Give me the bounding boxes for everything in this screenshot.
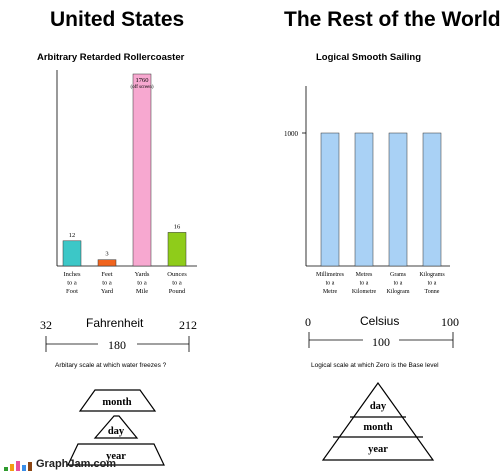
bar-1 — [320, 132, 340, 267]
right-y-tick-label: 1000 — [284, 130, 299, 138]
bar-2-value: 3 — [105, 251, 108, 258]
bar-3-value: 1760 — [136, 77, 149, 84]
category-label-3-line-1: Grams — [390, 272, 407, 278]
bar-3 — [132, 73, 152, 267]
bar-4-value: 16 — [174, 223, 181, 230]
category-label-1-line-2: to a — [326, 281, 335, 287]
right-chart-title: Logical Smooth Sailing — [316, 52, 422, 63]
left-heading: United States — [50, 8, 185, 31]
category-label-2-line-1: Feet — [101, 271, 112, 278]
pyramid-outline — [321, 381, 435, 461]
fahrenheit-caption: Arbitary scale at which water freezes ? — [55, 362, 167, 369]
pyramid-block-middle — [93, 415, 139, 439]
category-label-3-line-2: to a — [394, 281, 403, 287]
category-label-4-line-1: Kilograms — [419, 272, 445, 278]
us-date-pyramid: month day year — [67, 389, 165, 466]
site-credit: GraphJam.com — [36, 458, 117, 470]
celsius-range-bracket — [308, 332, 454, 348]
category-label-3-line-3: Kilogram — [387, 289, 410, 295]
pyramid-word-1: day — [370, 401, 387, 412]
pyramid-word-3: year — [106, 451, 126, 462]
celsius-low: 0 — [305, 315, 311, 329]
pyramid-block-top — [78, 389, 157, 412]
world-date-pyramid: day month year — [321, 381, 435, 461]
category-label-2-line-3: Yard — [101, 288, 114, 295]
category-label-2-line-1: Metres — [356, 272, 373, 278]
category-label-4-line-2: to a — [428, 281, 437, 287]
category-label-4-line-1: Ounces — [167, 271, 187, 278]
bar-2 — [97, 259, 117, 267]
fahrenheit-range: 180 — [108, 338, 126, 352]
pyramid-block-bottom — [67, 443, 165, 466]
logo-bar-4 — [22, 465, 26, 471]
logo-bar-5 — [28, 462, 32, 471]
category-label-2-line-3: Kilometre — [352, 289, 377, 295]
pyramid-word-1: month — [102, 397, 131, 408]
graphjam-logo-icon — [4, 461, 32, 471]
pyramid-word-3: year — [368, 444, 388, 455]
category-label-1-line-1: Inches — [64, 271, 81, 278]
fahrenheit-range-bracket — [45, 336, 190, 352]
celsius-label: Celsius — [360, 314, 400, 328]
bar-3 — [388, 132, 408, 267]
bar-2 — [354, 132, 374, 267]
right-heading: The Rest of the World — [284, 8, 500, 31]
category-label-2-line-2: to a — [360, 281, 369, 287]
celsius-high: 100 — [441, 315, 459, 329]
pyramid-word-2: day — [108, 426, 125, 437]
category-label-3-line-3: Mile — [136, 288, 148, 295]
bar-4 — [422, 132, 442, 267]
right-bar-chart: 1000 Millimetres to a Metre Metres to a Kilom… — [284, 86, 450, 295]
fahrenheit-low: 32 — [40, 318, 52, 332]
fahrenheit-label: Fahrenheit — [86, 316, 144, 330]
category-label-4-line-2: to a — [172, 280, 182, 287]
bar-3-annotation: (off screen) — [130, 85, 153, 90]
pyramid-word-2: month — [363, 422, 392, 433]
logo-bar-3 — [16, 461, 20, 471]
left-chart-title: Arbitrary Retarded Rollercoaster — [37, 52, 185, 63]
category-label-3-line-2: to a — [137, 280, 147, 287]
logo-bar-2 — [10, 464, 14, 471]
bar-1 — [62, 240, 82, 267]
category-label-1-line-3: Foot — [66, 288, 78, 295]
fahrenheit-high: 212 — [179, 318, 197, 332]
category-label-4-line-3: Tonne — [425, 289, 440, 295]
category-label-2-line-2: to a — [102, 280, 112, 287]
logo-bar-1 — [4, 467, 8, 471]
bar-1-value: 12 — [69, 232, 76, 239]
category-label-1-line-2: to a — [67, 280, 77, 287]
celsius-range: 100 — [372, 335, 390, 349]
bar-4 — [167, 232, 187, 267]
category-label-4-line-3: Pound — [169, 288, 186, 295]
celsius-caption: Logical scale at which Zero is the Base … — [311, 362, 439, 369]
category-label-1-line-1: Millimetres — [316, 272, 345, 278]
category-label-1-line-3: Metre — [323, 289, 338, 295]
category-label-3-line-1: Yards — [135, 271, 150, 278]
